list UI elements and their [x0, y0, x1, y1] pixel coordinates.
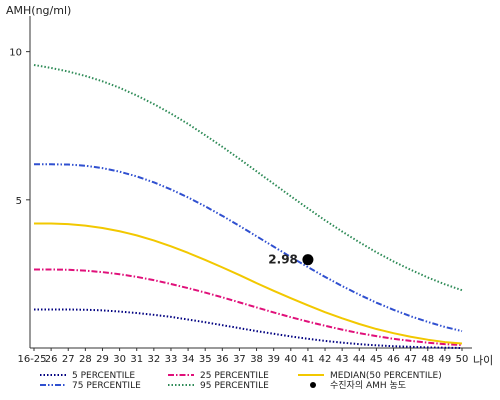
x-tick-label: 35	[199, 354, 212, 365]
x-tick-label: 27	[62, 354, 75, 365]
x-axis-label: 나이	[473, 354, 493, 367]
x-tick-label: 44	[353, 354, 366, 365]
x-tick-label: 16-25	[17, 354, 46, 365]
legend-label: MEDIAN(50 PERCENTILE)	[330, 371, 442, 381]
x-tick-label: 31	[130, 354, 143, 365]
x-tick-label: 29	[96, 354, 109, 365]
series-layer	[33, 63, 463, 349]
legend-label: 95 PERCENTILE	[200, 381, 269, 391]
x-tick-label: 41	[302, 354, 315, 365]
x-tick-label: 43	[336, 354, 349, 365]
x-tick-label: 38	[250, 354, 263, 365]
x-tick-label: 33	[165, 354, 178, 365]
legend: 5 PERCENTILE 25 PERCENTILE MEDIAN(50 PERCE…	[40, 371, 442, 391]
y-tick-label: 5	[16, 196, 22, 207]
x-tick-label: 30	[113, 354, 126, 365]
series-line-median-50-percentile	[34, 222, 463, 345]
series-line-25-percentile	[34, 268, 463, 347]
x-tick-label: 49	[439, 354, 452, 365]
point-layer: 2.98	[268, 253, 314, 267]
x-tick-label: 39	[267, 354, 280, 365]
series-line-5-percentile	[34, 308, 463, 349]
x-tick-label: 45	[370, 354, 383, 365]
x-tick-label: 40	[284, 354, 297, 365]
x-tick-label: 28	[79, 354, 92, 365]
x-tick-label: 50	[456, 354, 469, 365]
y-axis-label: AMH(ng/ml)	[6, 4, 71, 17]
x-tick-label: 26	[45, 354, 58, 365]
y-tick-label: 10	[9, 48, 22, 59]
x-tick-label: 47	[404, 354, 417, 365]
x-tick-label: 48	[421, 354, 434, 365]
legend-label: 수진자의 AMH 농도	[330, 380, 406, 391]
legend-point-marker	[310, 382, 316, 388]
patient-amh-label: 2.98	[268, 253, 298, 267]
x-tick-label: 34	[182, 354, 195, 365]
legend-label: 5 PERCENTILE	[72, 371, 135, 381]
x-tick-label: 42	[319, 354, 332, 365]
x-tick-label: 37	[233, 354, 246, 365]
series-line-95-percentile	[33, 63, 463, 292]
legend-label: 25 PERCENTILE	[200, 371, 269, 381]
legend-label: 75 PERCENTILE	[72, 381, 141, 391]
x-tick-label: 32	[147, 354, 160, 365]
x-tick-label: 36	[216, 354, 229, 365]
x-tick-label: 46	[387, 354, 400, 365]
patient-amh-point	[302, 254, 314, 266]
series-line-75-percentile	[34, 163, 463, 333]
